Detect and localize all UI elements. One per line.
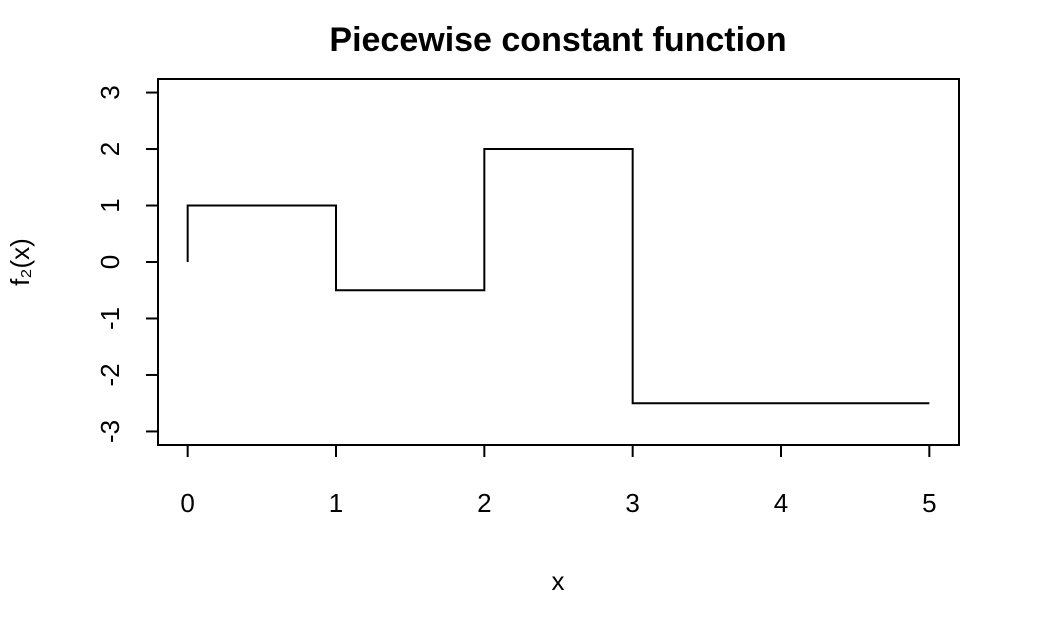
x-tick-label: 2	[477, 488, 491, 518]
x-tick-label: 0	[180, 488, 194, 518]
y-tick-label: 1	[95, 198, 125, 212]
y-tick-label: -2	[95, 363, 125, 386]
x-tick-label: 5	[922, 488, 936, 518]
y-tick-label: 3	[95, 85, 125, 99]
y-tick-label: 0	[95, 255, 125, 269]
x-tick-label: 4	[774, 488, 788, 518]
x-tick-label: 3	[625, 488, 639, 518]
y-tick-label: -3	[95, 420, 125, 443]
x-tick-label: 1	[329, 488, 343, 518]
chart-title: Piecewise constant function	[329, 21, 786, 59]
y-axis-label: f₂(x)	[5, 238, 35, 286]
line	[186, 148, 930, 405]
y-tick-label: -1	[95, 307, 125, 330]
y-tick-label: 2	[95, 142, 125, 156]
plot-box	[157, 78, 960, 446]
x-axis-label: x	[552, 566, 565, 596]
